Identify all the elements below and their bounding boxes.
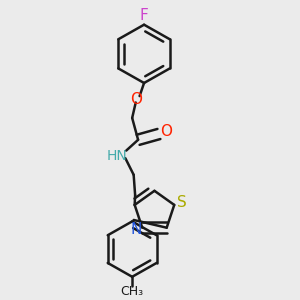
Text: S: S [177, 195, 187, 210]
Text: N: N [130, 222, 141, 237]
Text: O: O [160, 124, 172, 139]
Text: O: O [130, 92, 142, 106]
Text: F: F [140, 8, 148, 23]
Text: CH₃: CH₃ [121, 285, 144, 298]
Text: HN: HN [107, 149, 128, 163]
